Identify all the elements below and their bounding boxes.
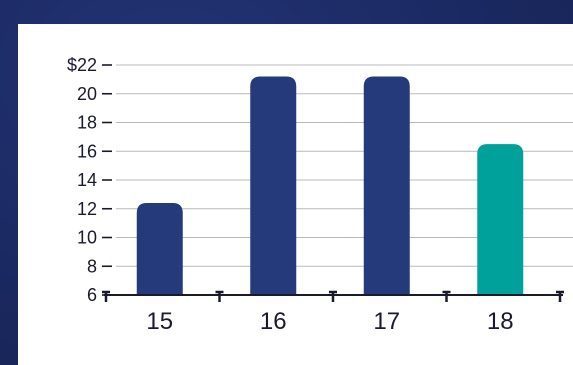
y-tick-label: 12: [77, 199, 97, 219]
bars: [136, 76, 524, 295]
y-tick-label: 18: [77, 113, 97, 133]
bar-chart: $22 20 18 16 14 12 10 8 6 15 16 17 18: [67, 55, 573, 335]
bar-18: [477, 144, 524, 295]
x-category-label: 18: [487, 308, 514, 335]
y-tick-label: 8: [87, 256, 97, 276]
y-tick-label: 10: [77, 228, 97, 248]
x-category-label: 15: [146, 308, 173, 335]
y-axis: $22 20 18 16 14 12 10 8 6: [67, 55, 112, 305]
bar-15: [136, 203, 183, 295]
gridlines: [116, 64, 573, 267]
y-tick-label: 6: [87, 285, 97, 305]
x-axis: 15 16 17 18: [102, 290, 564, 335]
bar-16: [250, 76, 297, 295]
x-category-label: 16: [260, 308, 287, 335]
y-tick-label: 16: [77, 141, 97, 161]
y-tick-label: 20: [77, 84, 97, 104]
y-tick-label: 14: [77, 170, 97, 190]
bar-17: [363, 76, 410, 295]
chart-panel: $22 20 18 16 14 12 10 8 6 15 16 17 18: [18, 24, 573, 365]
y-tick-label: $22: [67, 55, 97, 75]
x-category-label: 17: [373, 308, 400, 335]
